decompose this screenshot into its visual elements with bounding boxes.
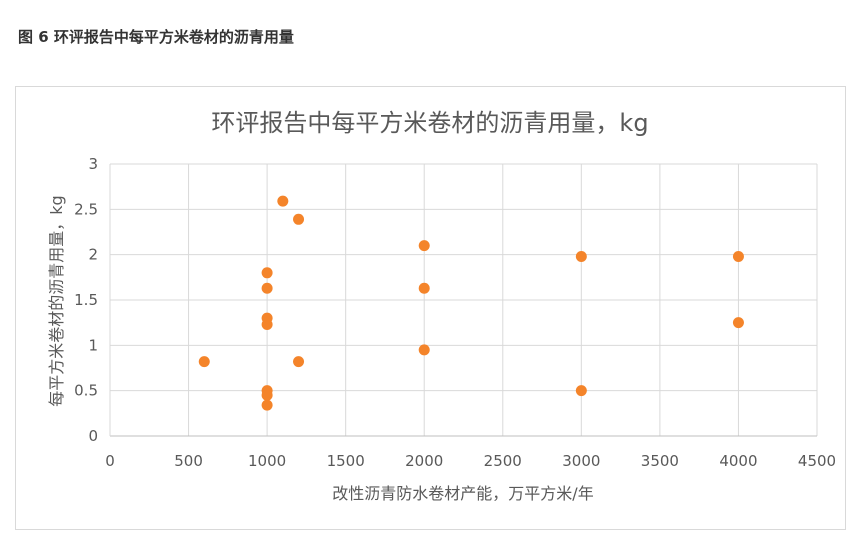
y-tick-label: 1 bbox=[88, 336, 98, 354]
chart-frame bbox=[15, 86, 846, 530]
x-tick-label: 4500 bbox=[798, 452, 836, 470]
x-tick-label: 1500 bbox=[327, 452, 365, 470]
y-tick-label: 2.5 bbox=[74, 200, 98, 218]
data-point bbox=[261, 282, 273, 294]
data-point bbox=[261, 318, 273, 330]
x-tick-label: 3000 bbox=[562, 452, 600, 470]
data-point bbox=[575, 385, 587, 397]
x-tick-label: 2000 bbox=[405, 452, 443, 470]
data-point bbox=[732, 317, 744, 329]
x-tick-labels: 0 500 1000 1500 2000 2500 3000 3500 4000 4500 bbox=[105, 452, 836, 470]
data-point bbox=[277, 195, 289, 207]
data-point bbox=[293, 356, 305, 368]
data-point bbox=[418, 344, 430, 356]
y-tick-label: 0 bbox=[88, 427, 98, 445]
x-tick-label: 3500 bbox=[641, 452, 679, 470]
x-tick-label: 0 bbox=[105, 452, 115, 470]
data-point bbox=[261, 399, 273, 411]
y-axis-label: 每平方米卷材的沥青用量，kg bbox=[47, 195, 66, 406]
y-tick-label: 0.5 bbox=[74, 382, 98, 400]
x-tick-label: 4000 bbox=[719, 452, 757, 470]
data-points bbox=[198, 195, 744, 411]
y-tick-labels: 0 0.5 1 1.5 2 2.5 3 bbox=[74, 155, 98, 445]
gridlines bbox=[110, 163, 818, 436]
y-tick-label: 1.5 bbox=[74, 291, 98, 309]
x-axis-label: 改性沥青防水卷材产能，万平方米/年 bbox=[332, 484, 593, 503]
data-point bbox=[418, 240, 430, 252]
data-point bbox=[198, 356, 210, 368]
data-point bbox=[261, 389, 273, 401]
y-tick-label: 2 bbox=[88, 246, 98, 264]
y-tick-label: 3 bbox=[88, 155, 98, 173]
data-point bbox=[575, 250, 587, 262]
data-point bbox=[732, 250, 744, 262]
x-tick-label: 2500 bbox=[484, 452, 522, 470]
x-tick-label: 500 bbox=[174, 452, 203, 470]
figure-caption: 图 6 环评报告中每平方米卷材的沥青用量 bbox=[18, 28, 294, 46]
data-point bbox=[293, 213, 305, 225]
axes bbox=[109, 164, 817, 437]
data-point bbox=[261, 267, 273, 279]
data-point bbox=[418, 282, 430, 294]
x-tick-label: 1000 bbox=[248, 452, 286, 470]
chart-title: 环评报告中每平方米卷材的沥青用量，kg bbox=[211, 109, 648, 137]
